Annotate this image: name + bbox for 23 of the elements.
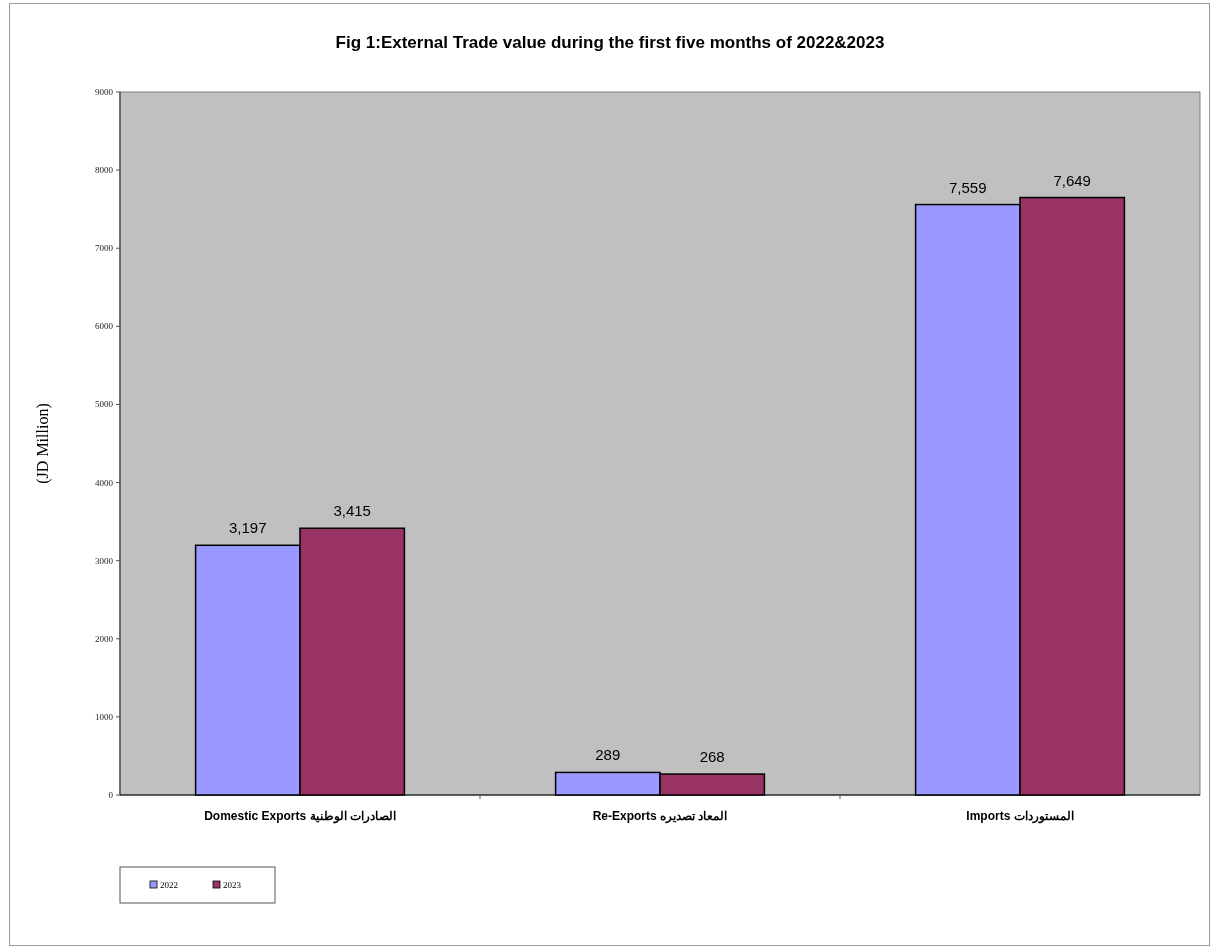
y-tick-label: 4000 bbox=[95, 477, 114, 488]
legend-label: 2022 bbox=[160, 880, 178, 890]
y-axis-title: (JD Million) bbox=[34, 403, 52, 484]
data-label: 3,197 bbox=[229, 519, 267, 537]
y-tick-label: 9000 bbox=[95, 87, 114, 97]
data-label: 289 bbox=[595, 746, 621, 764]
data-label: 268 bbox=[699, 748, 725, 766]
y-tick-label: 6000 bbox=[95, 321, 114, 332]
y-tick-label: 3000 bbox=[95, 555, 114, 566]
y-tick-label: 8000 bbox=[95, 165, 114, 176]
y-tick-label: 7000 bbox=[95, 243, 114, 254]
data-label: 7,559 bbox=[949, 178, 987, 196]
chart-title: Fig 1:External Trade value during the first five months of 2022&2023 bbox=[335, 33, 885, 52]
y-tick-label: 0 bbox=[108, 790, 114, 800]
data-label: 7,649 bbox=[1053, 171, 1091, 189]
data-label: 3,415 bbox=[333, 502, 371, 520]
x-tick-label: Re-Exports المعاد تصديره bbox=[592, 809, 728, 824]
x-tick-label: Domestic Exports الصادرات الوطنية bbox=[204, 809, 396, 824]
y-tick-label: 2000 bbox=[95, 633, 114, 644]
y-tick-label: 5000 bbox=[95, 399, 114, 410]
legend-label: 2023 bbox=[223, 880, 242, 890]
x-tick-label: Imports المستوردات bbox=[966, 809, 1074, 824]
y-tick-label: 1000 bbox=[95, 711, 114, 722]
